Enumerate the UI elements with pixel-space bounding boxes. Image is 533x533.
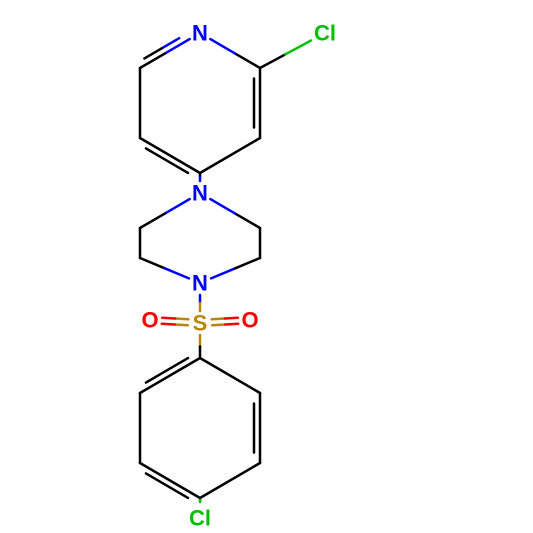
bond	[164, 268, 188, 278]
bond	[235, 214, 260, 228]
bond	[236, 258, 260, 268]
molecule-diagram: NClNNSOOCl	[0, 0, 533, 533]
bond	[140, 214, 165, 228]
bond	[200, 358, 260, 393]
n-atom-label: N	[192, 271, 208, 296]
bond	[225, 324, 238, 325]
cl-atom-label: Cl	[314, 21, 336, 46]
bond	[162, 318, 175, 319]
bond	[146, 148, 188, 173]
bond	[140, 138, 200, 173]
bond	[140, 358, 200, 393]
bond	[175, 324, 188, 325]
cl-atom-label: Cl	[189, 506, 211, 531]
bond	[210, 39, 235, 53]
bond	[260, 54, 285, 68]
bond	[212, 324, 225, 325]
o-atom-label: O	[241, 308, 258, 333]
bond	[211, 268, 235, 278]
o-atom-label: O	[141, 308, 158, 333]
bond	[140, 463, 200, 498]
bond	[140, 258, 164, 268]
n-atom-label: N	[192, 21, 208, 46]
n-atom-label: N	[192, 181, 208, 206]
bond	[146, 473, 188, 498]
bond	[200, 463, 260, 498]
bond	[162, 324, 175, 325]
bond	[200, 138, 260, 173]
s-atom-label: S	[193, 311, 208, 336]
bond	[212, 319, 225, 320]
bond	[140, 54, 165, 68]
bond	[225, 318, 238, 319]
bond	[285, 41, 310, 55]
bond	[210, 199, 235, 213]
bond	[146, 358, 188, 383]
bond	[165, 199, 190, 213]
bond	[175, 319, 188, 320]
bond	[235, 54, 260, 68]
bond	[165, 39, 190, 53]
